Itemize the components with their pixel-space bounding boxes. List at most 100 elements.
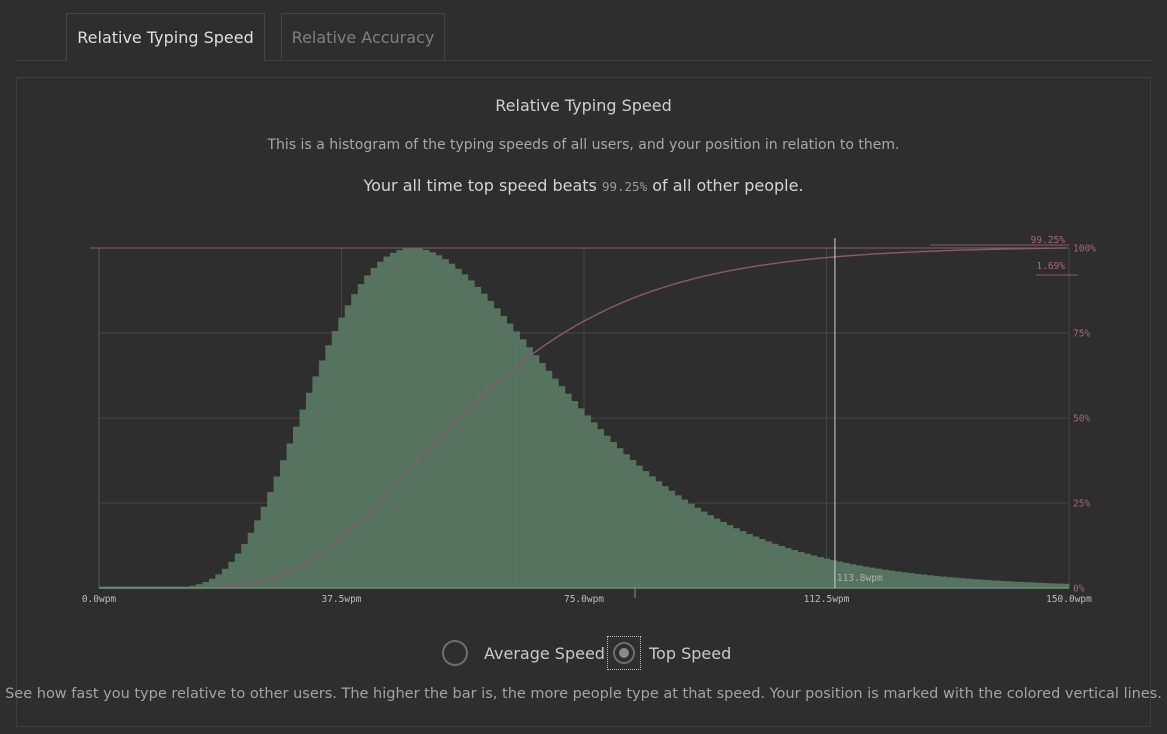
percentile-annotation: 99.25% (1031, 235, 1066, 246)
histogram-bar (765, 541, 773, 588)
y-tick-label: 100% (1073, 244, 1096, 255)
beats-suffix: of all other people. (652, 176, 804, 195)
histogram-bar (305, 392, 313, 588)
y-tick-label: 25% (1073, 499, 1090, 510)
histogram-bar (228, 561, 236, 588)
histogram-bar (390, 252, 398, 588)
histogram-bar (797, 551, 805, 588)
histogram-bar (493, 308, 501, 588)
histogram-bar (913, 573, 921, 588)
histogram-bar (402, 248, 410, 588)
histogram-bar (836, 561, 844, 588)
x-tick-label: 0.0wpm (82, 594, 117, 605)
histogram-bar (642, 471, 650, 588)
histogram-bar (312, 376, 320, 588)
histogram-bar (571, 401, 579, 588)
average-speed-option[interactable]: Average Speed (442, 636, 605, 670)
histogram-bar (823, 558, 831, 588)
histogram-bar (674, 495, 682, 588)
histogram-bar (280, 460, 288, 588)
histogram-bar (616, 448, 624, 588)
histogram-bar (700, 511, 708, 588)
histogram-bar (519, 339, 527, 588)
histogram-bar (596, 429, 604, 588)
x-tick-label: 37.5wpm (321, 594, 361, 605)
histogram-bar (849, 564, 857, 588)
tab-relative-accuracy[interactable]: Relative Accuracy (281, 13, 445, 60)
histogram-bar (506, 323, 514, 588)
histogram-bar (629, 460, 637, 588)
histogram-bar (318, 360, 326, 588)
histogram-bar (480, 293, 488, 588)
histogram-bar (603, 435, 611, 588)
histogram-bar (241, 543, 249, 588)
histogram-bar (215, 574, 223, 588)
histogram-bar (790, 550, 798, 588)
histogram-bar (959, 578, 967, 588)
histogram-bar (745, 533, 753, 588)
top-speed-option[interactable]: Top Speed (607, 636, 731, 670)
histogram-bar (577, 408, 585, 588)
histogram-bar (952, 577, 960, 588)
histogram-bar (894, 571, 902, 588)
histogram-bar (532, 355, 540, 588)
histogram-bar (875, 568, 883, 588)
histogram-bar (499, 315, 507, 588)
histogram-bar (771, 543, 779, 588)
top-speed-radio[interactable] (613, 642, 635, 664)
histogram-bar (254, 520, 262, 588)
histogram-bar (461, 274, 469, 588)
histogram-bar (1010, 581, 1018, 588)
histogram-bar (784, 548, 792, 588)
y-tick-label: 75% (1073, 329, 1090, 340)
histogram-bar (370, 267, 378, 588)
histogram-bar (706, 515, 714, 588)
histogram-bar (900, 572, 908, 588)
histogram-bar (732, 528, 740, 588)
chart-description: This is a histogram of the typing speeds… (267, 137, 900, 153)
histogram-bar (383, 256, 391, 588)
beats-prefix: Your all time top speed beats (363, 176, 597, 195)
histogram-bar (221, 568, 229, 588)
histogram-bar (435, 255, 443, 588)
histogram-bar (622, 454, 630, 588)
chart-title: Relative Typing Speed (495, 96, 672, 115)
histogram-bar (273, 476, 281, 588)
tab-relative-typing-speed[interactable]: Relative Typing Speed (66, 13, 265, 61)
histogram-bar (972, 579, 980, 588)
histogram-bar (946, 577, 954, 588)
histogram-bar (1049, 583, 1057, 588)
histogram-bar (668, 490, 676, 588)
histogram-bar (441, 259, 449, 588)
histogram-bar (415, 248, 423, 589)
histogram-bar (338, 317, 346, 588)
histogram-bar (512, 331, 520, 588)
histogram-bar (758, 539, 766, 588)
histogram-bar (202, 581, 210, 588)
histogram-bar (208, 578, 216, 588)
average-speed-radio[interactable] (442, 640, 468, 666)
histogram-bar (331, 330, 339, 588)
histogram-bar (803, 553, 811, 588)
histogram-bar (364, 275, 372, 588)
histogram-bar (842, 562, 850, 588)
histogram-bar (247, 532, 255, 588)
histogram-bar (719, 521, 727, 588)
chart-footer-note: See how fast you type relative to other … (5, 686, 1162, 702)
cumulative-line (102, 247, 1066, 589)
histogram-bar (920, 574, 928, 588)
histogram-bar (965, 578, 973, 588)
histogram-bar (267, 492, 275, 588)
histogram-bar (299, 409, 307, 588)
histogram-bar (648, 476, 656, 588)
histogram-bar (681, 499, 689, 588)
histogram-bar (939, 576, 947, 588)
histogram-bar (409, 248, 417, 588)
histogram-chart: 113.8wpm 0.0wpm 37.5wpm 75.0wpm 112.5wpm 150.… (82, 235, 1096, 605)
histogram-bar (739, 531, 747, 588)
histogram-bar (525, 347, 533, 588)
histogram-bar (487, 300, 495, 588)
histogram-bar (564, 393, 572, 588)
histogram-bar (752, 536, 760, 588)
histogram-bar (829, 560, 837, 588)
